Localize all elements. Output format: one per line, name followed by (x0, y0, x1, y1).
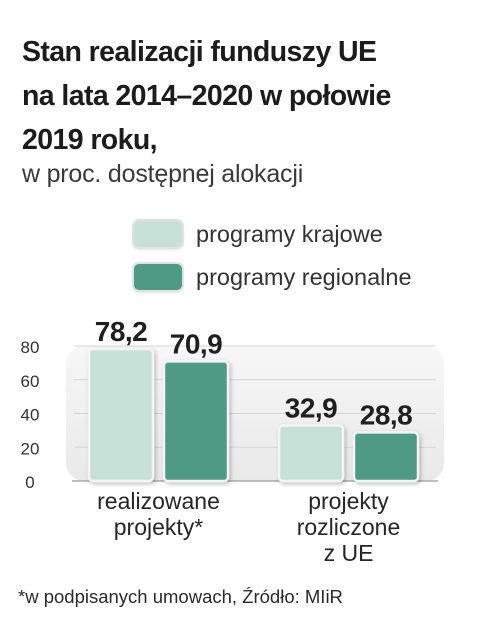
legend-label-krajowe: programy krajowe (196, 220, 383, 247)
title-line-1: Stan realizacji funduszy UE (22, 36, 377, 68)
title-line-2: na lata 2014–2020 w połowie (22, 80, 391, 112)
category-label-line: rozliczone (297, 514, 401, 540)
bar-value-label: 78,2 (95, 316, 148, 347)
legend-swatch-regionalne (134, 264, 182, 290)
y-tick-label: 80 (21, 338, 40, 357)
bar (352, 431, 420, 483)
y-tick-label: 40 (21, 406, 40, 425)
y-tick-label: 0 (25, 473, 34, 492)
bar-value-label: 70,9 (170, 328, 223, 359)
chart-subtitle: w proc. dostępnej alokacji (22, 160, 304, 188)
category-label-line: realizowane (97, 488, 220, 514)
y-tick-label: 60 (21, 372, 40, 391)
chart-legend: programy krajowe programy regionalne (134, 214, 412, 300)
category-label-line: projekty (308, 488, 389, 514)
footnote: *w podpisanych umowach, Źródło: MIiR (18, 586, 343, 607)
category-label: realizowane projekty* (97, 488, 220, 540)
category-label-line: z UE (324, 540, 374, 566)
legend-item-regionalne: programy regionalne (134, 257, 412, 297)
category-label-line: projekty* (114, 514, 204, 540)
legend-item-krajowe: programy krajowe (134, 214, 412, 254)
y-tick-label: 20 (21, 439, 40, 458)
bar (277, 424, 345, 483)
bar (162, 360, 230, 483)
bar-value-label: 32,9 (285, 392, 338, 423)
chart-title: Stan realizacji funduszy UE na lata 2014… (22, 30, 462, 162)
category-label: projekty rozliczone z UE (297, 488, 401, 566)
legend-label-regionalne: programy regionalne (196, 263, 412, 290)
legend-swatch-krajowe (134, 221, 182, 247)
title-line-3: 2019 roku, (22, 124, 158, 156)
bar (87, 347, 155, 483)
bar-value-label: 28,8 (360, 399, 413, 430)
